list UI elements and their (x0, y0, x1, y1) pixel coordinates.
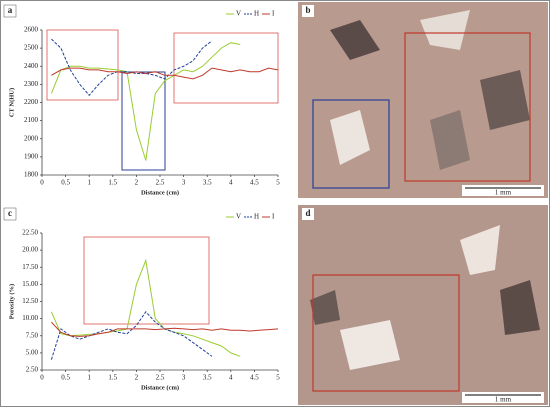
highlight-box (83, 236, 210, 325)
highlight-box (312, 274, 460, 392)
highlight-box (173, 32, 279, 104)
grain (310, 290, 340, 325)
highlight-box (121, 71, 166, 171)
y-axis-label: CT N(HU) (8, 88, 15, 117)
grain (460, 225, 500, 275)
series-line (50, 258, 241, 357)
y-tick-label: 10.00 (22, 314, 38, 322)
legend-label: V (236, 213, 241, 221)
micrograph (298, 205, 548, 405)
grain (420, 10, 470, 50)
x-tick-label: 0 (40, 179, 44, 187)
legend-label: H (254, 213, 259, 221)
x-tick-label: 4.5 (250, 179, 259, 187)
x-tick-label: 4 (229, 179, 233, 187)
grain (430, 110, 470, 170)
y-tick-label: 15.00 (22, 280, 38, 288)
y-tick-label: 20.00 (22, 246, 38, 254)
legend-label: H (254, 10, 259, 18)
x-tick-label: 2.5 (156, 374, 165, 382)
y-tick-label: 1800 (24, 171, 39, 179)
panel-label: b (305, 5, 310, 15)
series-line (51, 321, 279, 337)
highlight-box (46, 29, 119, 101)
x-tick-label: 3 (182, 374, 186, 382)
y-tick-label: 22.50 (22, 229, 38, 237)
x-tick-label: 0.5 (61, 179, 70, 187)
x-tick-label: 5 (276, 374, 280, 382)
x-tick-label: 2 (135, 179, 139, 187)
y-tick-label: 2200 (24, 98, 39, 106)
y-tick-label: 2600 (24, 26, 39, 34)
legend-label: I (272, 10, 275, 18)
series-line (51, 67, 279, 80)
x-tick-label: 2 (135, 374, 139, 382)
y-tick-label: 7.50 (26, 331, 39, 339)
y-tick-label: 2400 (24, 62, 39, 70)
y-tick-label: 2300 (24, 80, 39, 88)
grain (500, 280, 540, 335)
panel-label: a (8, 5, 13, 15)
grain (340, 320, 400, 370)
panel-label: d (305, 208, 310, 218)
y-tick-label: 2500 (24, 44, 39, 52)
x-tick-label: 4 (229, 374, 233, 382)
label-box (3, 207, 17, 221)
scale-label: 1 mm (495, 396, 512, 404)
highlight-box (312, 99, 390, 189)
panel-label: c (8, 208, 12, 218)
y-tick-label: 2100 (24, 116, 39, 124)
x-tick-label: 0.5 (61, 374, 70, 382)
scale-label: 1 mm (495, 189, 512, 197)
label-box (302, 208, 314, 220)
label-box (302, 5, 314, 17)
y-axis-label: Porosity (%) (8, 284, 15, 319)
micrograph (298, 2, 548, 198)
y-tick-label: 2.50 (26, 366, 39, 374)
x-tick-label: 4.5 (250, 374, 259, 382)
y-tick-label: 5.00 (26, 348, 39, 356)
x-axis-label: Distance (cm) (141, 384, 179, 391)
x-axis-label: Distance (cm) (141, 189, 179, 196)
series-line (50, 311, 213, 360)
x-tick-label: 3.5 (203, 179, 212, 187)
x-tick-label: 3.5 (203, 374, 212, 382)
legend-label: I (272, 213, 275, 221)
x-tick-label: 0 (40, 374, 44, 382)
x-tick-label: 1.5 (108, 179, 117, 187)
y-tick-label: 12.50 (22, 297, 38, 305)
series-line (50, 42, 241, 161)
grain (480, 70, 530, 130)
y-tick-label: 17.50 (22, 263, 38, 271)
series-line (51, 38, 213, 97)
grain (330, 110, 370, 165)
x-tick-label: 2.5 (156, 179, 165, 187)
label-box (3, 4, 17, 18)
scale-box (462, 185, 544, 196)
x-tick-label: 1.5 (108, 374, 117, 382)
highlight-box (404, 32, 531, 182)
legend-label: V (236, 10, 241, 18)
x-tick-label: 1 (87, 374, 91, 382)
x-tick-label: 5 (276, 179, 280, 187)
y-tick-label: 2000 (24, 134, 39, 142)
scale-box (462, 392, 544, 403)
x-tick-label: 3 (182, 179, 186, 187)
y-tick-label: 1900 (24, 152, 39, 160)
grain (330, 20, 380, 60)
x-tick-label: 1 (87, 179, 91, 187)
